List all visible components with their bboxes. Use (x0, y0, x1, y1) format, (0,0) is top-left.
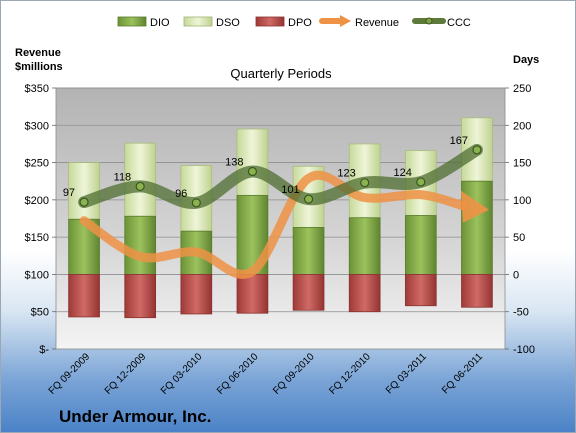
ccc-data-label: 97 (63, 187, 75, 199)
ccc-data-label: 124 (393, 167, 411, 179)
ccc-point (191, 198, 201, 208)
bar-dio (404, 215, 437, 275)
legend-label-dpo: DPO (288, 17, 312, 29)
ccc-point (303, 194, 314, 204)
right-tick-label: 0 (513, 269, 519, 281)
revenue-line (79, 170, 468, 279)
bar-dio (292, 227, 325, 275)
x-tick-label: FQ 06-2011 (440, 351, 485, 396)
right-tick-label: -100 (513, 344, 535, 356)
ccc-data-label: 167 (450, 135, 468, 147)
legend-swatch-dio (117, 16, 147, 27)
legend-label-dso: DSO (216, 17, 240, 29)
bar-dio (124, 215, 157, 275)
right-tick-label: 150 (513, 158, 531, 170)
right-tick-label: 200 (513, 120, 531, 132)
x-tick-label: FQ 03-2011 (384, 351, 429, 396)
legend-swatch-dpo (255, 16, 285, 27)
revenue-arrowhead (460, 190, 489, 223)
x-tick-labels: FQ 09-2009 FQ 12-2009 FQ 03-2010 FQ 06-2010… (47, 351, 486, 397)
left-tick-label: $150 (25, 232, 49, 244)
data-labels: 97 118 96 138 101 123 124 167 (63, 135, 468, 200)
x-tick-label: FQ 12-2010 (327, 351, 373, 397)
x-tick-label: FQ 09-2009 (47, 351, 93, 397)
ccc-point (416, 177, 426, 187)
legend-arrow-revenue (340, 15, 351, 27)
bar-dio (236, 194, 269, 275)
legend-label-dio: DIO (150, 17, 170, 29)
legend: DIO DSO DPO Revenue CCC (117, 15, 471, 29)
ccc-point (79, 197, 89, 207)
right-tick-label: 100 (513, 195, 531, 207)
left-tick-label: $100 (25, 269, 49, 281)
bar-dpo (180, 274, 213, 315)
ccc-data-label: 101 (281, 184, 299, 196)
ccc-data-label: 118 (114, 171, 132, 183)
legend-label-revenue: Revenue (355, 17, 399, 29)
ccc-data-label: 123 (337, 168, 355, 180)
bar-dpo (404, 274, 437, 307)
legend-marker-ccc (425, 17, 433, 25)
left-tick-label: $250 (25, 158, 49, 170)
lines (78, 143, 489, 279)
bar-dpo (461, 274, 493, 308)
ccc-data-label: 96 (175, 188, 187, 200)
left-tick-label: $200 (25, 195, 49, 207)
bar-dpo (68, 274, 100, 318)
bar-dso (124, 142, 157, 217)
bar-dpo (236, 274, 269, 314)
left-tick-label: $300 (25, 120, 49, 132)
ccc-data-label: 138 (225, 157, 243, 169)
left-axis-title-line1: Revenue (15, 47, 61, 59)
left-tick-label: $350 (25, 83, 49, 95)
x-tick-label: FQ 03-2010 (159, 351, 205, 397)
company-name: Under Armour, Inc. (59, 407, 211, 426)
ccc-point (472, 145, 482, 155)
bar-dpo (292, 274, 325, 311)
right-tick-label: 50 (513, 232, 525, 244)
left-tick-label: $50 (31, 307, 49, 319)
right-axis-title: Days (513, 54, 539, 66)
bars (68, 117, 493, 319)
ccc-point (135, 181, 145, 192)
x-tick-label: FQ 09-2010 (271, 351, 317, 397)
right-tick-label: -50 (513, 307, 529, 319)
bar-dpo (348, 274, 381, 313)
ccc-point (247, 166, 258, 177)
legend-label-ccc: CCC (447, 17, 471, 29)
bar-dio (348, 217, 381, 275)
left-axis-title-line2: $millions (15, 61, 63, 73)
left-tick-label: $- (39, 344, 49, 356)
axes: $- $50 $100 $150 $200 $250 $300 $350 -100 -50 0 50 1… (25, 83, 536, 356)
x-tick-label: FQ 12-2009 (103, 351, 149, 397)
bar-dpo (124, 274, 157, 319)
legend-swatch-dso (183, 16, 213, 27)
right-tick-label: 250 (513, 83, 531, 95)
bar-dso (236, 128, 269, 196)
chart-title: Quarterly Periods (230, 66, 332, 81)
x-tick-label: FQ 06-2010 (215, 351, 261, 397)
ccc-point (360, 178, 370, 188)
